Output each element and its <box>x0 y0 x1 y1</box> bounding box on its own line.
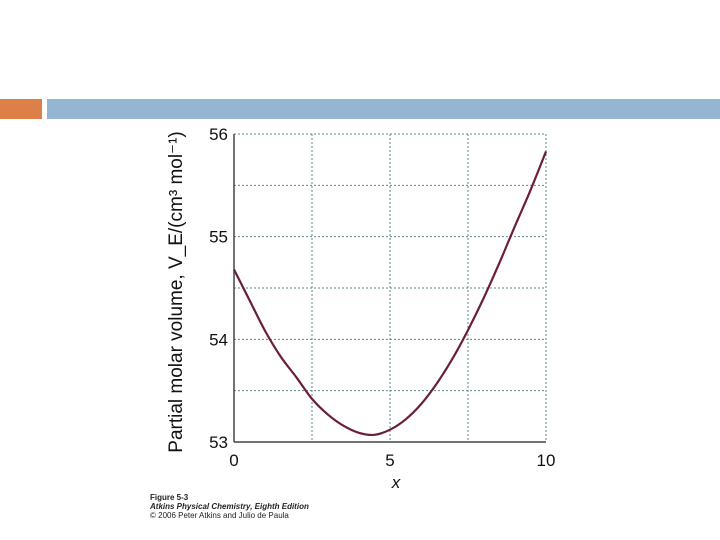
x-tick-label: 5 <box>385 451 394 470</box>
grid-layer <box>234 133 547 442</box>
y-tick-label: 54 <box>209 330 228 349</box>
x-tick-labels: 0 5 10 <box>229 451 555 470</box>
accent-bar-blue <box>47 99 720 119</box>
book-title: Atkins Physical Chemistry, Eighth Editio… <box>150 502 309 511</box>
figure-number: Figure 5-3 <box>150 493 189 502</box>
y-tick-label: 53 <box>209 433 228 452</box>
y-tick-label: 55 <box>209 228 228 247</box>
accent-bar-orange <box>0 99 42 119</box>
y-tick-label: 56 <box>209 125 228 144</box>
x-tick-label: 0 <box>229 451 238 470</box>
x-axis-label: x <box>391 473 401 492</box>
y-tick-labels: 53 54 55 56 <box>209 125 228 452</box>
series-line <box>233 151 548 437</box>
figure-caption: Figure 5-3 Atkins Physical Chemistry, Ei… <box>150 493 309 520</box>
x-tick-label: 10 <box>537 451 556 470</box>
y-axis-label: Partial molar volume, V_E/(cm³ mol⁻¹) <box>166 131 187 452</box>
copyright-line: © 2006 Peter Atkins and Julio de Paula <box>150 511 289 520</box>
